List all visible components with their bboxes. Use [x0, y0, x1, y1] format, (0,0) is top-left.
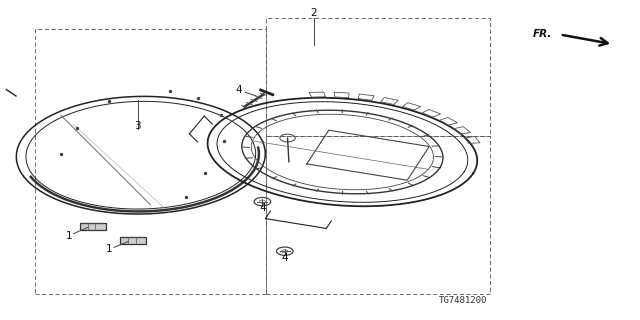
Text: FR.: FR.	[532, 28, 552, 39]
Text: 1: 1	[66, 230, 72, 241]
Bar	[120, 237, 146, 244]
Text: 3: 3	[134, 121, 141, 131]
Text: 4: 4	[259, 203, 266, 213]
Text: 4: 4	[236, 85, 242, 95]
Text: 1: 1	[106, 244, 112, 254]
Text: 4: 4	[282, 252, 288, 263]
Text: 2: 2	[310, 8, 317, 19]
Bar	[80, 223, 106, 230]
Text: TG7481200: TG7481200	[439, 296, 488, 305]
